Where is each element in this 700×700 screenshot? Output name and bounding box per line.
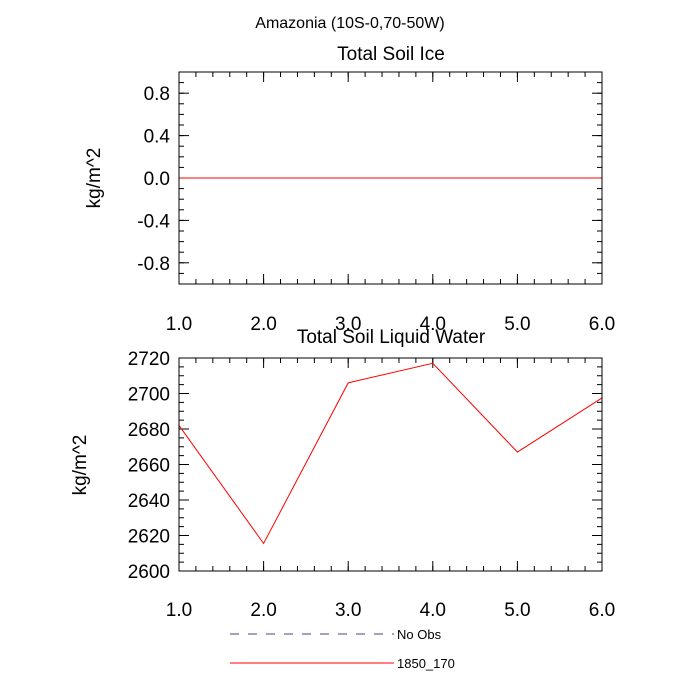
panel-total-soil-liquid-water: Total Soil Liquid Water 1.0 2.0 3.0 4.0 5.0 6… [70, 327, 615, 621]
y-tick-label: 2700 [128, 385, 170, 406]
series-line-1850-170 [178, 362, 603, 545]
plot-frame [178, 71, 603, 285]
x-tick-label: 6.0 [589, 600, 615, 621]
y-tick-label: 2600 [128, 562, 170, 583]
y-tick-label: 2680 [128, 420, 170, 441]
x-tick-label: 4.0 [420, 314, 446, 335]
panel-total-soil-ice: Total Soil Ice 1.0 2.0 3.0 4.0 5.0 6.0 -0.8 -0.… [84, 44, 615, 335]
y-tick-label: 2640 [128, 491, 170, 512]
x-tick-label: 4.0 [420, 600, 446, 621]
plot-frame [178, 357, 603, 572]
y-tick-label: 0.0 [144, 169, 170, 190]
y-tick-label: 2660 [128, 456, 170, 477]
y-tick-label: 2620 [128, 527, 170, 548]
x-tick-label: 5.0 [504, 314, 530, 335]
figure-title: Amazonia (10S-0,70-50W) [255, 15, 444, 32]
y-tick-label: -0.4 [137, 211, 170, 232]
x-tick-label: 2.0 [250, 600, 276, 621]
y-tick-label: 0.4 [144, 127, 171, 148]
legend-label-1850-170: 1850_170 [397, 656, 455, 671]
legend: No Obs 1850_170 [230, 627, 455, 671]
legend-label-no-obs: No Obs [397, 627, 442, 642]
panel-title: Total Soil Ice [337, 44, 445, 65]
x-tick-label: 5.0 [504, 600, 530, 621]
x-tick-label: 3.0 [335, 600, 361, 621]
y-tick-label: 0.8 [144, 84, 170, 105]
y-tick-label: -0.8 [137, 254, 170, 275]
y-tick-label: 2720 [128, 349, 170, 370]
y-axis-label: kg/m^2 [70, 435, 91, 496]
x-tick-label: 1.0 [166, 314, 192, 335]
x-tick-label: 3.0 [335, 314, 361, 335]
panel-title: Total Soil Liquid Water [297, 327, 486, 348]
x-tick-label: 6.0 [589, 314, 615, 335]
x-tick-label: 1.0 [166, 600, 192, 621]
y-axis-label: kg/m^2 [84, 148, 105, 209]
x-tick-label: 2.0 [250, 314, 276, 335]
